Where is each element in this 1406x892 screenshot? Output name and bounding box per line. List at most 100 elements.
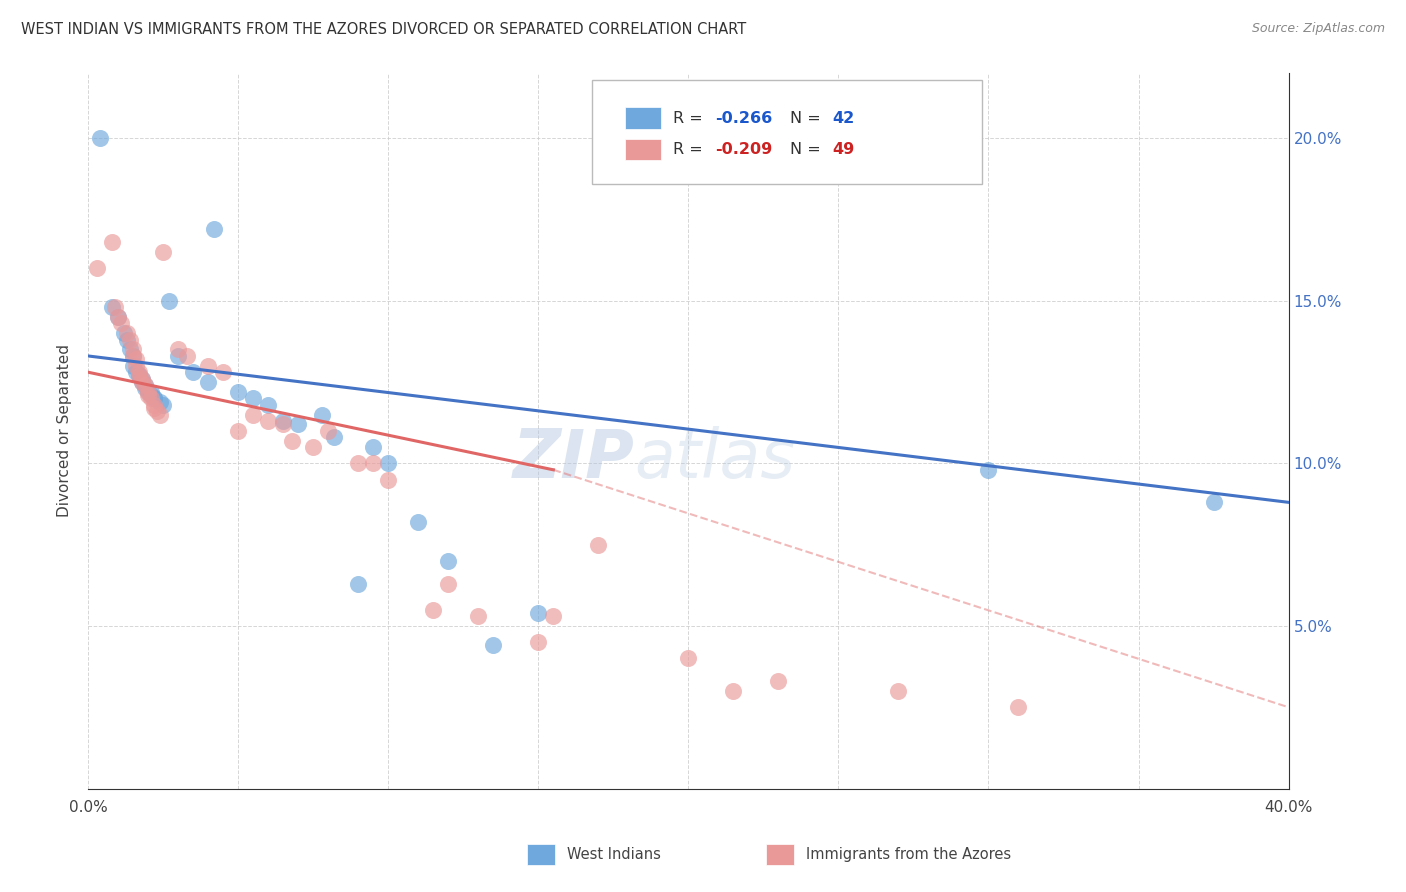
- Point: [128, 368, 150, 383]
- Point: [152, 398, 174, 412]
- Text: 42: 42: [832, 111, 855, 126]
- Point: [136, 388, 159, 402]
- Point: [122, 343, 145, 357]
- Point: [406, 515, 429, 529]
- Text: West Indians: West Indians: [567, 847, 661, 862]
- FancyBboxPatch shape: [592, 80, 983, 184]
- Point: [527, 606, 550, 620]
- Point: [122, 359, 145, 373]
- Point: [115, 326, 138, 341]
- Point: [120, 333, 142, 347]
- Point: [104, 300, 127, 314]
- Point: [422, 602, 444, 616]
- Point: [134, 378, 156, 392]
- Point: [141, 391, 163, 405]
- Point: [242, 408, 264, 422]
- Point: [768, 674, 790, 689]
- Point: [361, 456, 384, 470]
- Point: [125, 352, 148, 367]
- Point: [1007, 700, 1029, 714]
- Text: N =: N =: [790, 142, 827, 157]
- Point: [1202, 495, 1225, 509]
- Y-axis label: Divorced or Separated: Divorced or Separated: [58, 344, 72, 517]
- Text: Source: ZipAtlas.com: Source: ZipAtlas.com: [1251, 22, 1385, 36]
- Bar: [624, 107, 661, 128]
- Point: [115, 333, 138, 347]
- Point: [146, 404, 169, 418]
- Bar: [624, 139, 661, 161]
- Text: N =: N =: [790, 111, 827, 126]
- Point: [136, 384, 159, 399]
- Text: Immigrants from the Azores: Immigrants from the Azores: [806, 847, 1011, 862]
- Point: [120, 343, 142, 357]
- Point: [271, 414, 294, 428]
- Point: [588, 538, 610, 552]
- Point: [143, 401, 166, 415]
- Point: [543, 609, 565, 624]
- Text: ZIP: ZIP: [512, 426, 634, 492]
- Point: [101, 235, 124, 249]
- Point: [110, 317, 132, 331]
- Point: [467, 609, 489, 624]
- Point: [143, 398, 166, 412]
- Point: [323, 430, 346, 444]
- Text: atlas: atlas: [634, 426, 796, 492]
- Point: [197, 375, 219, 389]
- Point: [122, 349, 145, 363]
- Point: [377, 473, 399, 487]
- Point: [437, 554, 460, 568]
- Point: [316, 424, 339, 438]
- Point: [112, 326, 135, 341]
- Point: [86, 261, 108, 276]
- Text: -0.209: -0.209: [714, 142, 772, 157]
- Text: -0.266: -0.266: [714, 111, 772, 126]
- Point: [149, 394, 172, 409]
- Text: 40.0%: 40.0%: [1264, 800, 1313, 815]
- Text: 49: 49: [832, 142, 855, 157]
- Point: [257, 398, 280, 412]
- Point: [125, 365, 148, 379]
- Text: R =: R =: [672, 142, 707, 157]
- Point: [131, 372, 153, 386]
- Point: [202, 222, 225, 236]
- Point: [122, 349, 145, 363]
- Point: [107, 310, 129, 324]
- Point: [143, 391, 166, 405]
- Point: [212, 365, 235, 379]
- Point: [271, 417, 294, 432]
- Point: [977, 463, 1000, 477]
- Point: [128, 368, 150, 383]
- Point: [311, 408, 333, 422]
- Point: [482, 639, 505, 653]
- Point: [107, 310, 129, 324]
- Text: 0.0%: 0.0%: [69, 800, 107, 815]
- Point: [128, 365, 150, 379]
- Point: [281, 434, 304, 448]
- Point: [136, 384, 159, 399]
- Point: [149, 408, 172, 422]
- Point: [131, 375, 153, 389]
- Point: [131, 372, 153, 386]
- Point: [134, 382, 156, 396]
- Point: [226, 384, 249, 399]
- Point: [181, 365, 204, 379]
- Point: [143, 391, 166, 405]
- Point: [887, 684, 910, 698]
- Point: [167, 349, 190, 363]
- Point: [302, 440, 325, 454]
- Point: [437, 576, 460, 591]
- Point: [226, 424, 249, 438]
- Point: [527, 635, 550, 649]
- Point: [131, 375, 153, 389]
- Point: [257, 414, 280, 428]
- Point: [242, 391, 264, 405]
- Point: [167, 343, 190, 357]
- Point: [101, 300, 124, 314]
- Point: [723, 684, 745, 698]
- Point: [347, 576, 370, 591]
- Point: [125, 359, 148, 373]
- Point: [141, 388, 163, 402]
- Point: [287, 417, 309, 432]
- Point: [361, 440, 384, 454]
- Point: [197, 359, 219, 373]
